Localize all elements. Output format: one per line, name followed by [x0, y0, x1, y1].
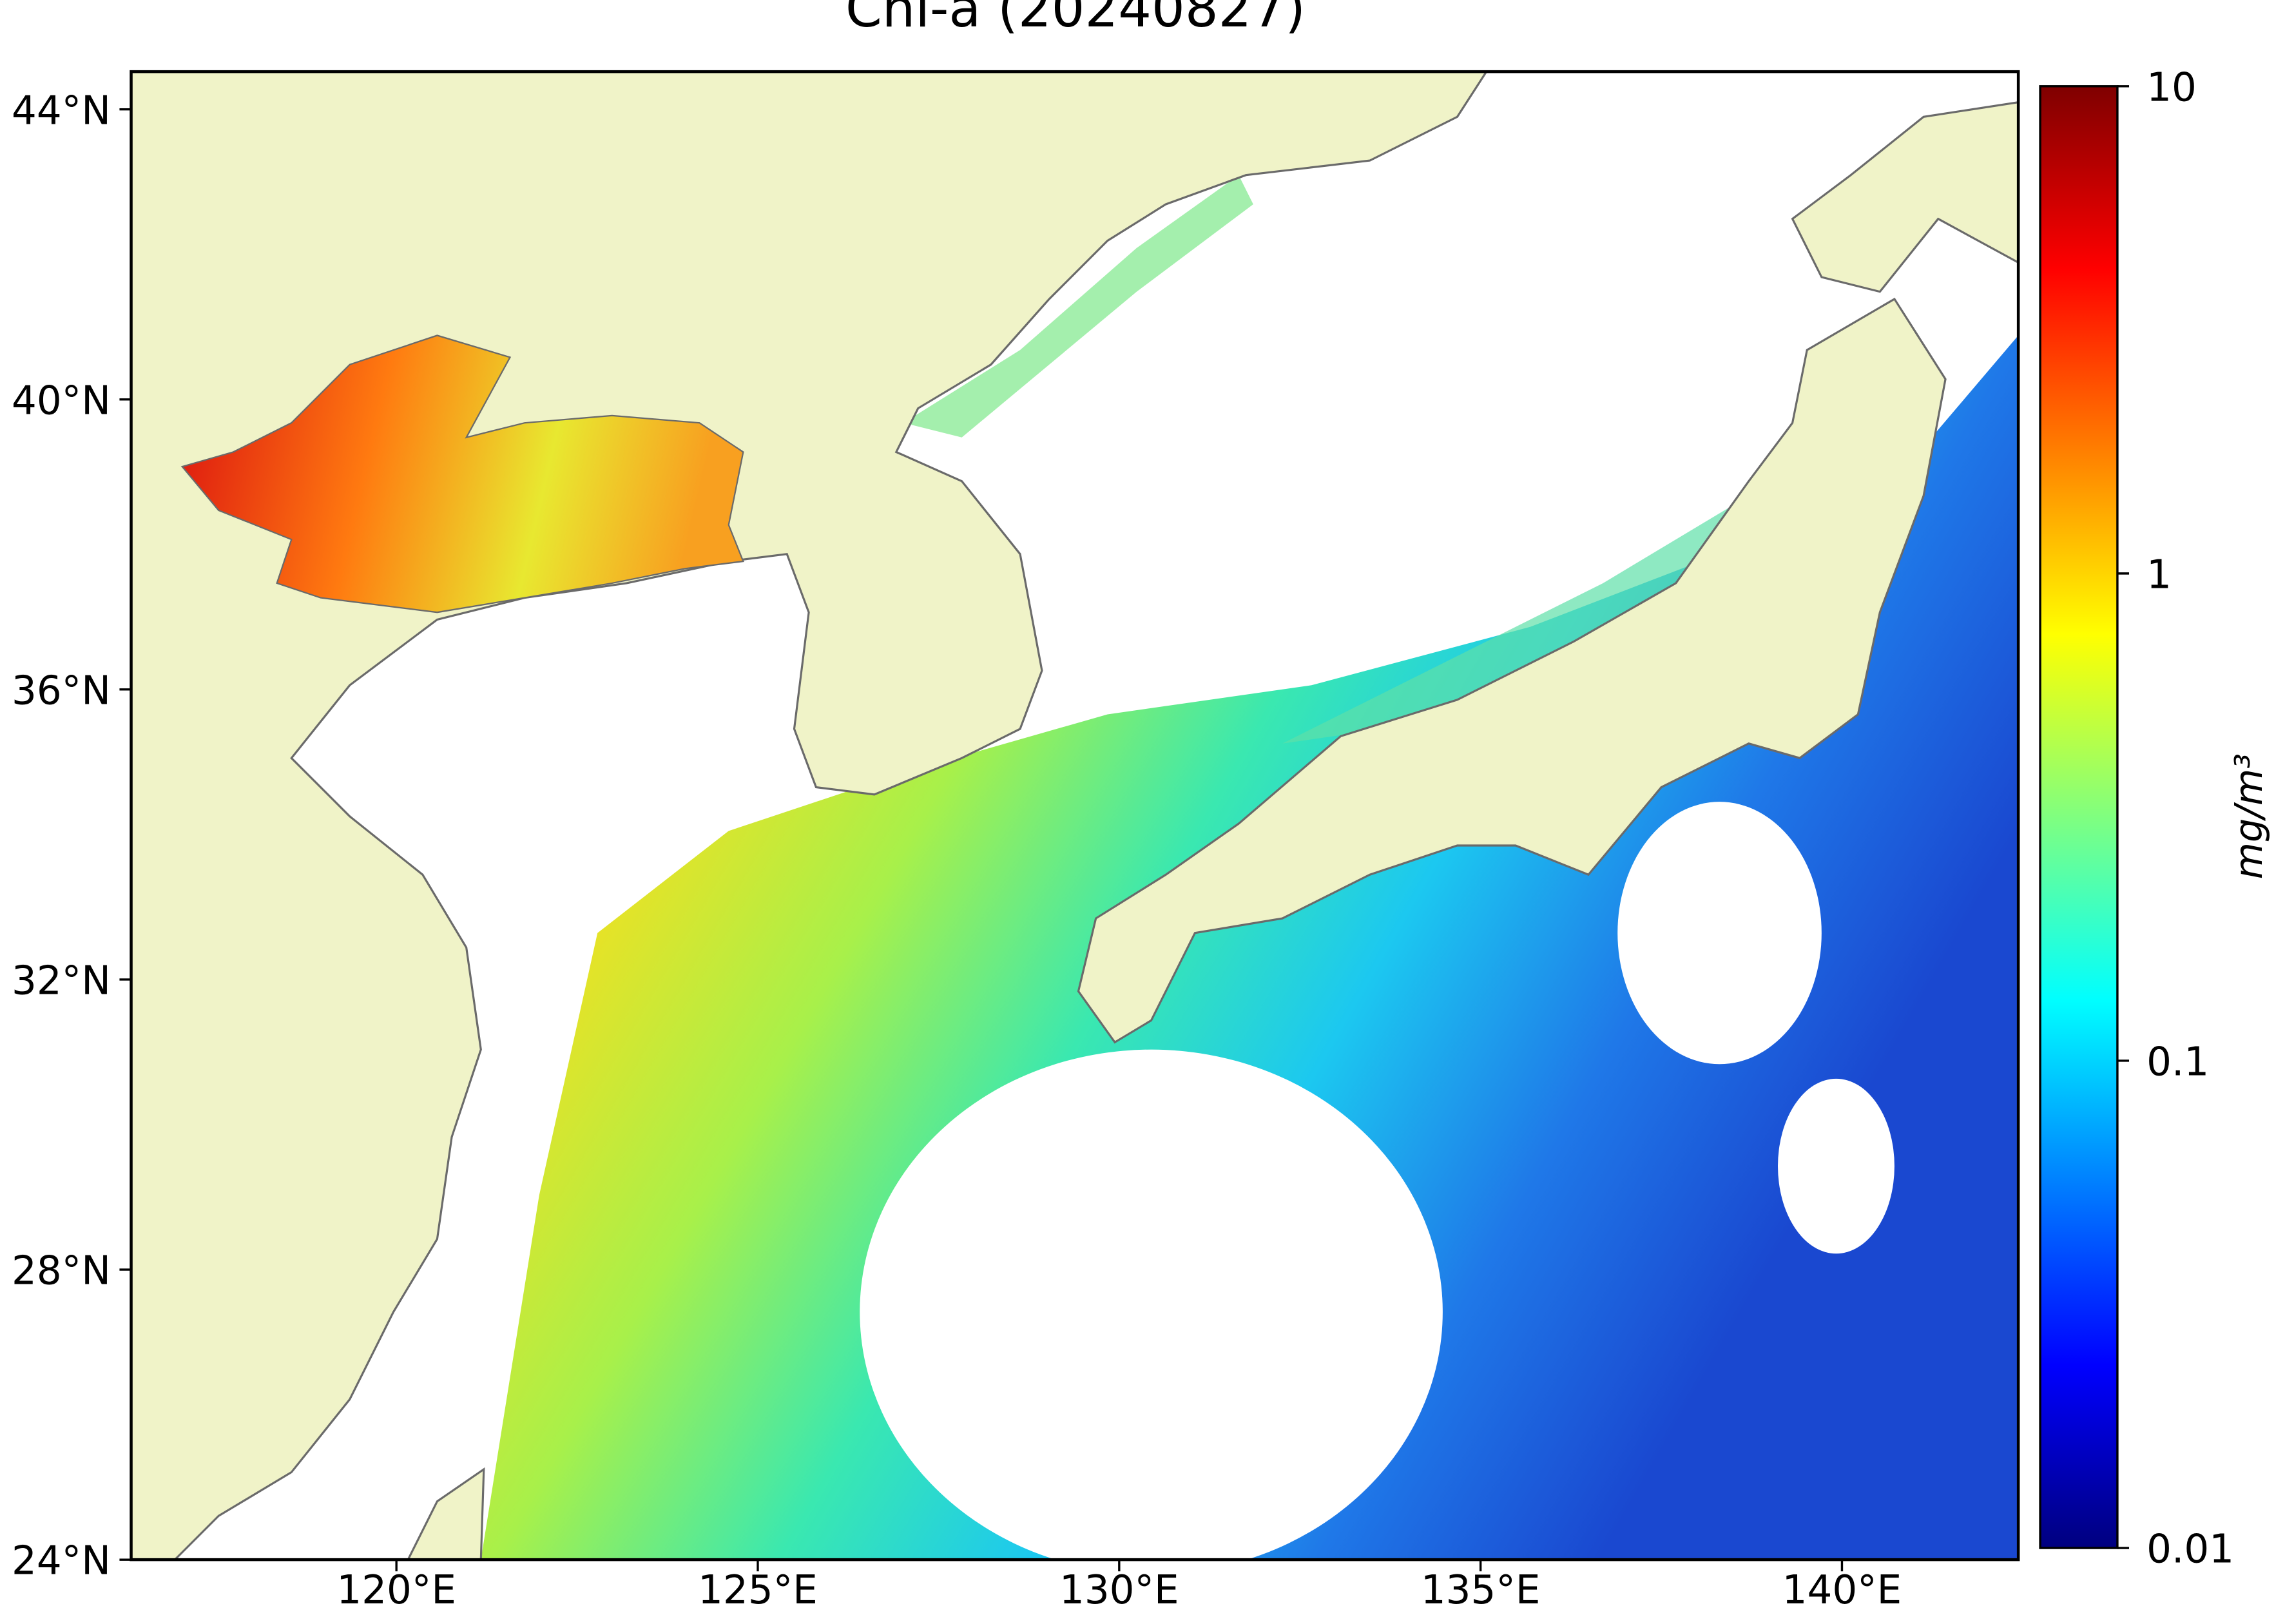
cloud [860, 1049, 1443, 1560]
sea-of-japan-chlorophyll [1282, 481, 1793, 744]
y-tick-label: 24°N [12, 1538, 111, 1584]
colorbar-label: mg/m³ [2226, 753, 2271, 879]
plot-frame [130, 70, 2020, 1561]
chart-title: Chl-a (20240827) [845, 0, 1306, 39]
y-tick-label: 44°N [12, 88, 111, 133]
colorbar-tick-label: 1 [2146, 552, 2172, 597]
y-tick-label: 32°N [12, 958, 111, 1004]
colorbar-tick-label: 0.1 [2146, 1039, 2209, 1085]
colorbar-tick-label: 0.01 [2146, 1527, 2234, 1572]
cloud [1617, 802, 1822, 1065]
land-taiwan [407, 1467, 485, 1560]
y-tick-label: 40°N [12, 378, 111, 423]
x-tick-label: 135°E [1421, 1567, 1541, 1613]
colorbar-tick-label: 10 [2146, 64, 2197, 110]
map [131, 72, 2019, 1560]
x-tick-label: 130°E [1059, 1567, 1179, 1613]
land-japan [1077, 297, 1947, 1044]
cloud [1778, 1078, 1895, 1254]
colorbar [2039, 85, 2119, 1549]
land-hokkaido [1791, 101, 2019, 293]
x-tick-label: 125°E [698, 1567, 818, 1613]
sea-of-japan-chlorophyll [903, 175, 1253, 438]
y-tick-label: 28°N [12, 1248, 111, 1294]
y-tick-label: 36°N [12, 668, 111, 713]
x-tick-label: 120°E [336, 1567, 456, 1613]
x-tick-label: 140°E [1782, 1567, 1902, 1613]
bohai-chlorophyll [180, 334, 744, 614]
